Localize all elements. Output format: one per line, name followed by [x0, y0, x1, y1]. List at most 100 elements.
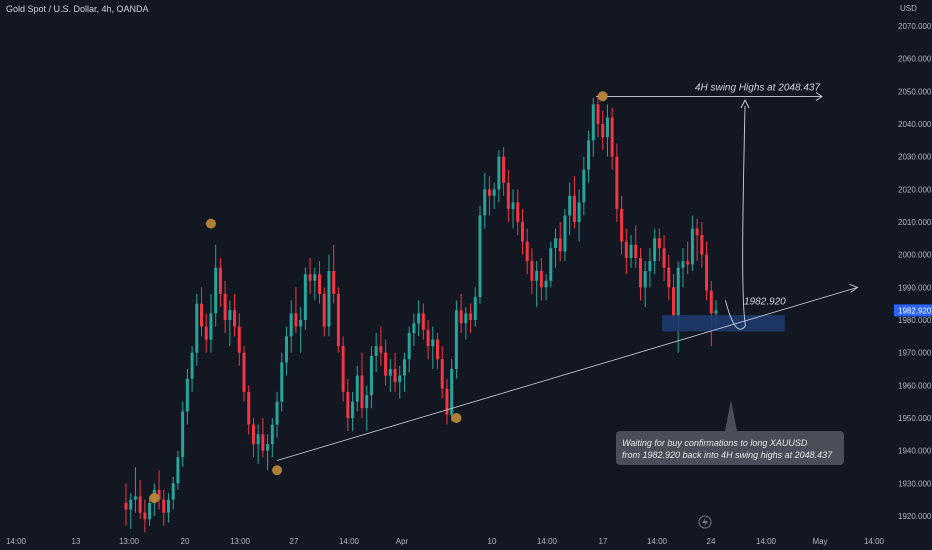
candle-body — [157, 489, 161, 500]
x-tick-label: 14:00 — [537, 537, 558, 546]
candle-body — [582, 169, 586, 203]
candle-body — [591, 104, 595, 141]
candle-body — [426, 329, 430, 347]
candle-body — [459, 310, 463, 324]
overlays-layer: 4H swing Highs at 2048.437 1982.920 Waitin… — [149, 82, 859, 504]
candle — [369, 346, 373, 409]
candle-body — [251, 424, 255, 445]
candle-body — [587, 140, 591, 170]
candle-body — [242, 352, 246, 392]
candle-body — [270, 424, 274, 445]
candle-body — [303, 274, 307, 320]
note-callout: Waiting for buy confirmations to long XA… — [616, 400, 844, 465]
candle-body — [365, 395, 369, 409]
candle-body — [535, 271, 539, 281]
candle-body — [497, 156, 501, 190]
trendline — [276, 286, 858, 461]
candle — [667, 254, 671, 301]
candle-body — [148, 502, 152, 520]
candle — [261, 418, 265, 458]
candle — [351, 391, 355, 432]
candle — [681, 248, 685, 288]
candle-body — [166, 499, 170, 513]
candle-body — [223, 293, 227, 320]
candle — [407, 326, 411, 373]
candle-body — [469, 313, 473, 320]
candle-body — [209, 313, 213, 340]
candle — [143, 499, 147, 533]
candle — [530, 248, 534, 294]
candle — [502, 146, 506, 196]
swing-high-marker — [205, 218, 216, 229]
candle — [313, 267, 317, 301]
candle-body — [332, 271, 336, 294]
candle — [454, 300, 458, 379]
candle — [610, 107, 614, 170]
candle-body — [440, 359, 444, 389]
candle-body — [487, 189, 491, 196]
candle — [643, 261, 647, 307]
y-tick-label: 1940.000 — [898, 447, 932, 456]
candle — [228, 300, 232, 347]
candle — [544, 274, 548, 301]
candle-body — [181, 411, 185, 458]
candle-body — [379, 346, 383, 353]
candle-body — [133, 496, 137, 500]
candle — [436, 333, 440, 369]
candle — [237, 313, 241, 366]
candle — [426, 320, 430, 360]
candle-body — [539, 271, 543, 288]
note-line-2: from 1982.920 back into 4H swing highs a… — [622, 450, 833, 460]
entry-price-label: 1982.920 — [744, 296, 786, 307]
candle-body — [445, 388, 449, 415]
chart-title: Gold Spot / U.S. Dollar, 4h, OANDA — [6, 4, 149, 14]
candle — [256, 424, 260, 464]
candle — [596, 94, 600, 138]
trendline-arrowhead — [849, 283, 859, 293]
x-axis: 14:00 13 13:00 20 13:00 27 14:00 Apr 10 14:00 17 14… — [6, 537, 885, 546]
candle-body — [124, 502, 128, 510]
candle — [124, 483, 128, 526]
candle-body — [624, 241, 628, 258]
candle-body — [204, 326, 208, 340]
x-tick-label: 27 — [290, 537, 299, 546]
candle-body — [577, 202, 581, 222]
candle-body — [355, 375, 359, 402]
current-price-label: 1982.920 — [898, 306, 932, 315]
candle-body — [431, 339, 435, 347]
swing-low-marker — [149, 493, 160, 504]
candle-body — [218, 267, 222, 294]
candle — [181, 401, 185, 467]
y-tick-label: 1970.000 — [898, 349, 932, 358]
candle — [554, 228, 558, 268]
candle — [129, 493, 133, 530]
y-tick-label: 2030.000 — [898, 153, 932, 162]
candle — [648, 248, 652, 288]
candle — [270, 418, 274, 458]
x-tick-label: Apr — [396, 537, 409, 546]
candle-body — [327, 271, 331, 327]
candle-body — [714, 310, 718, 314]
candle — [284, 326, 288, 376]
candle — [662, 235, 666, 281]
candle-body — [233, 310, 237, 327]
candle — [384, 339, 388, 386]
candle — [549, 241, 553, 288]
candle-body — [648, 261, 652, 271]
candle-body — [662, 248, 666, 268]
candle-body — [436, 339, 440, 360]
candle — [506, 169, 510, 222]
candle-body — [407, 333, 411, 360]
y-tick-label: 2050.000 — [898, 87, 932, 96]
x-tick-label: 13:00 — [119, 537, 140, 546]
candle — [676, 261, 680, 353]
candle-body — [601, 124, 605, 138]
candle — [638, 248, 642, 301]
candle — [473, 287, 477, 327]
candle — [421, 303, 425, 340]
projection-arrowhead — [740, 98, 750, 109]
candle — [294, 287, 298, 334]
bolt-icon[interactable] — [698, 515, 712, 529]
candle — [171, 476, 175, 510]
